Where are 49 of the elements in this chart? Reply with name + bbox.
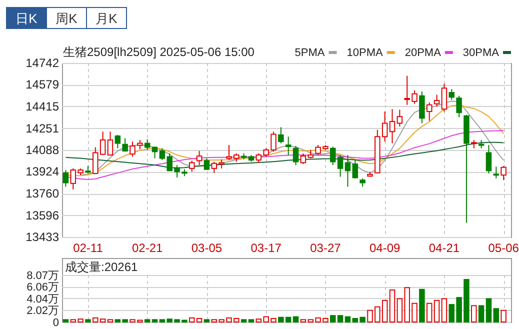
x-tick-label: 02-21 <box>132 241 164 255</box>
x-tick-label: 03-27 <box>310 241 342 255</box>
legend-label: 30PMA <box>462 47 500 59</box>
y-tick-label: 14579 <box>26 78 60 92</box>
chart-title: 生猪2509[lh2509] 2025-05-06 15:00 <box>63 45 255 59</box>
x-tick-label: 02-11 <box>73 241 104 255</box>
y-tick-label: 14251 <box>26 121 60 136</box>
y-tick-label: 14088 <box>26 142 60 157</box>
y-tick-label: 0 <box>52 317 59 329</box>
x-tick-label: 03-17 <box>250 241 282 255</box>
bar <box>85 319 91 322</box>
candlestick <box>486 144 492 174</box>
bar <box>152 319 158 322</box>
y-tick-label: 14742 <box>26 56 60 70</box>
bar <box>248 319 254 322</box>
x-tick-label: 03-05 <box>191 241 222 255</box>
x-tick-label: 05-06 <box>488 241 519 255</box>
y-tick-label: 13924 <box>26 164 60 179</box>
bar <box>486 298 492 322</box>
y-tick-label: 2.02万 <box>26 305 59 318</box>
bar <box>144 319 150 322</box>
legend-label: 5PMA <box>294 47 326 59</box>
x-tick-label: 04-21 <box>428 241 460 255</box>
bar <box>292 316 299 322</box>
candlestick <box>389 108 396 144</box>
candlestick <box>493 166 500 179</box>
y-tick-label: 13433 <box>26 230 60 244</box>
candlestick <box>285 136 292 156</box>
text: 周K <box>56 11 78 26</box>
bar <box>478 305 484 322</box>
bar <box>419 288 425 322</box>
y-tick-label: 8.07万 <box>26 270 59 282</box>
y-tick-label: 4.04万 <box>26 293 59 306</box>
y-tick-label: 6.06万 <box>26 282 59 294</box>
legend-label: 20PMA <box>404 47 442 59</box>
chart-title: 成交量:20261 <box>65 260 138 274</box>
text: 日K <box>16 11 38 26</box>
x-tick-label: 04-09 <box>369 241 400 255</box>
bar <box>62 319 69 322</box>
y-tick-label: 13760 <box>26 186 60 201</box>
bar <box>240 319 247 322</box>
legend-label: 10PMA <box>346 47 384 59</box>
bar <box>204 319 210 322</box>
text: 月K <box>96 11 118 26</box>
bar <box>344 316 351 322</box>
bar <box>493 308 500 322</box>
y-tick-label: 13596 <box>26 208 60 222</box>
y-tick-label: 14415 <box>26 99 60 114</box>
candlestick <box>344 154 351 188</box>
